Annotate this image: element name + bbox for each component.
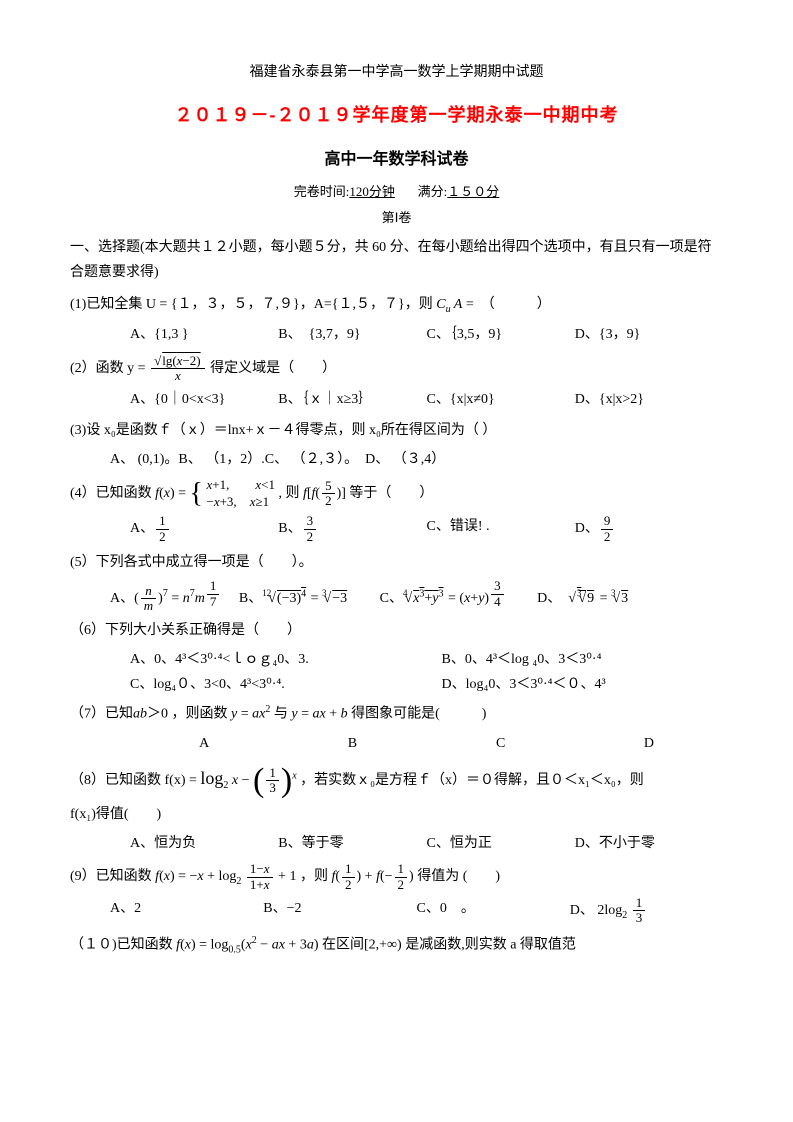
subtitle: 高中一年数学科试卷 [70, 146, 723, 175]
q8-opD: D、不小于零 [575, 831, 723, 856]
q2-options: A、{0｜0<x<3} B、｛ｘ｜x≥3｝ C、{x|x≠0} D、{x|x>2… [70, 387, 723, 412]
q4-options: A、12 B、32 C、错误! . D、92 [70, 514, 723, 544]
q4-opC: C、错误! . [427, 514, 575, 544]
q3-options: A、 (0,1)。B、 （1，2）.C、 （２,３）。 D、 （３,4） [70, 447, 723, 472]
q2-opD: D、{x|x>2} [575, 387, 723, 412]
q9-stem: (9）已知函数 f(x) = −x + log2 1−x1+x + 1 ，则 f… [70, 862, 723, 892]
q6-row1: A、0、4³＜3⁰·⁴<ｌｏｇ₄0、3. B、0、4³＜log ₄0、3＜3⁰·… [70, 647, 723, 672]
part-label: 第Ⅰ卷 [70, 206, 723, 229]
q9-opC: C、0 。 [417, 896, 570, 926]
q4-opD: D、92 [575, 514, 723, 544]
q2-stem: (2）函数 y = √lg(x−2)x 得定义域是（ ） [70, 354, 723, 384]
q6-row2: C、log₄０、3<0、4³<3⁰·⁴. D、log₄0、3＜3⁰·⁴＜０、4³ [70, 672, 723, 697]
section-intro: 一、选择题(本大题共１２小题，每小题５分，共 60 分、在每小题给出得四个选项中… [70, 235, 723, 285]
q6-stem: （6）下列大小关系正确得是（ ） [70, 618, 723, 643]
time-label: 完卷时间: [294, 184, 350, 199]
q1-opC: C、｛3,5，9} [427, 322, 575, 347]
q2-opB: B、｛ｘ｜x≥3｝ [278, 387, 426, 412]
q6-opB: B、0、4³＜log ₄0、3＜3⁰·⁴ [442, 647, 724, 672]
q2-opA: A、{0｜0<x<3} [130, 387, 278, 412]
q7-stem: （7）已知ab＞0 ，则函数 y = ax2 与 y = ax + b 得图象可… [70, 701, 723, 727]
exam-meta: 完卷时间:120分钟 满分:１５０分 [70, 180, 723, 203]
score-value: １５０分 [447, 184, 499, 199]
q10-stem: （１０)已知函数 f(x) = log0.5(x2 − ax + 3a) 在区间… [70, 932, 723, 959]
q1-opB: B、 {3,7，9} [278, 322, 426, 347]
q7-D: D [575, 731, 723, 756]
q8-opA: A、恒为负 [130, 831, 278, 856]
q3-stem: (3)设 x₀是函数ｆ（ｘ）＝lnx+ｘ－４得零点，则 x₀所在得区间为（ ） [70, 418, 723, 443]
q9-options: A、2 B、−2 C、0 。 D、 2log2 13 [70, 896, 723, 926]
q6-opA: A、0、4³＜3⁰·⁴<ｌｏｇ₄0、3. [130, 647, 412, 672]
q1-options: A、{1,3 } B、 {3,7，9} C、｛3,5，9} D、{3，9} [70, 322, 723, 347]
q1-opA: A、{1,3 } [130, 322, 278, 347]
q6-opD: D、log₄0、3＜3⁰·⁴＜０、4³ [442, 672, 724, 697]
q7-C: C [427, 731, 575, 756]
q4-opA: A、12 [130, 514, 278, 544]
q1-opD: D、{3，9} [575, 322, 723, 347]
q8-stem: （8）已知函数 f(x) = log2 x − (13)x ，若实数ｘ₀是方程ｆ… [70, 762, 723, 798]
q1-stem: (1)已知全集 U = {１，３，５，７,９}，A={１,５，７}，则 Cu A… [70, 292, 723, 319]
time-value: 120分钟 [349, 184, 395, 199]
q4-opB: B、32 [278, 514, 426, 544]
page-header: 福建省永泰县第一中学高一数学上学期期中试题 [70, 60, 723, 85]
q9-opB: B、−2 [263, 896, 416, 926]
q7-A: A [130, 731, 278, 756]
q7-options: A B C D [70, 731, 723, 756]
q2-opC: C、{x|x≠0} [427, 387, 575, 412]
q8-options: A、恒为负 B、等于零 C、恒为正 D、不小于零 [70, 831, 723, 856]
q7-B: B [278, 731, 426, 756]
score-label: 满分: [418, 184, 448, 199]
q4-stem: (4）已知函数 f(x) = { x+1, x<1−x+3, x≥1 , 则 f… [70, 477, 723, 511]
q8-opC: C、恒为正 [427, 831, 575, 856]
q9-opD: D、 2log2 13 [570, 896, 723, 926]
q6-opC: C、log₄０、3<0、4³<3⁰·⁴. [130, 672, 412, 697]
q9-opA: A、2 [110, 896, 263, 926]
q5-stem: (5）下列各式中成立得一项是（ ）。 [70, 550, 723, 575]
main-title: ２０１９－-２０１９学年度第一学期永泰一中期中考 [70, 99, 723, 131]
q8-opB: B、等于零 [278, 831, 426, 856]
q8-line2: f(x₁)得值( ) [70, 802, 723, 827]
q5-options: A、(nm)7 = n7m17 B、12√(−3)4 = 3√−3 C、4√x3… [70, 579, 723, 613]
